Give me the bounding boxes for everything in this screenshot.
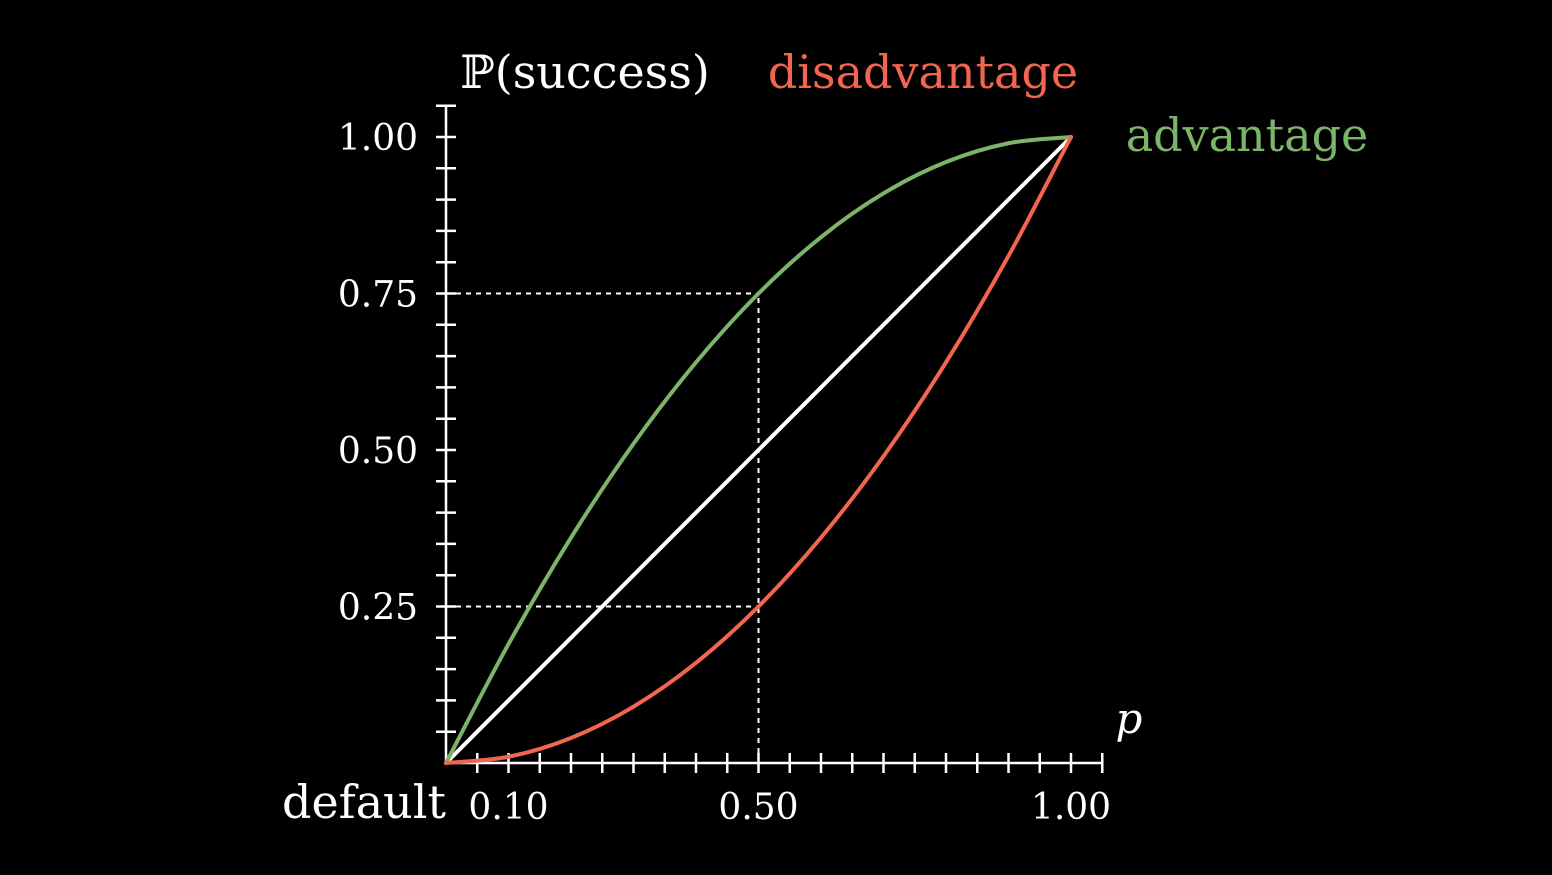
guide-lines [446,292,760,763]
y-tick-label: 0.75 [338,275,418,316]
series-line-default [444,135,1073,765]
axes: 0.10 0.50 1.00 0.25 0.50 0.75 1.00 [338,104,1111,828]
default-label: default [282,775,446,829]
series-line-advantage [444,135,1073,765]
advantage-label: advantage [1126,108,1369,162]
disadvantage-label: disadvantage [768,45,1078,99]
labels: ℙ(success) p disadvantage advantage defa… [282,45,1368,829]
x-tick-label: 0.50 [718,787,798,828]
series-lines [444,135,1073,765]
y-axis-label: ℙ(success) [460,45,710,99]
series-line-disadvantage [444,135,1073,765]
x-tick-label: 1.00 [1031,787,1111,828]
x-axis-label: p [1116,694,1143,743]
x-tick-label: 0.10 [468,787,548,828]
y-tick-label: 0.25 [338,588,418,629]
y-tick-label: 1.00 [338,118,418,159]
y-tick-label: 0.50 [338,431,418,472]
